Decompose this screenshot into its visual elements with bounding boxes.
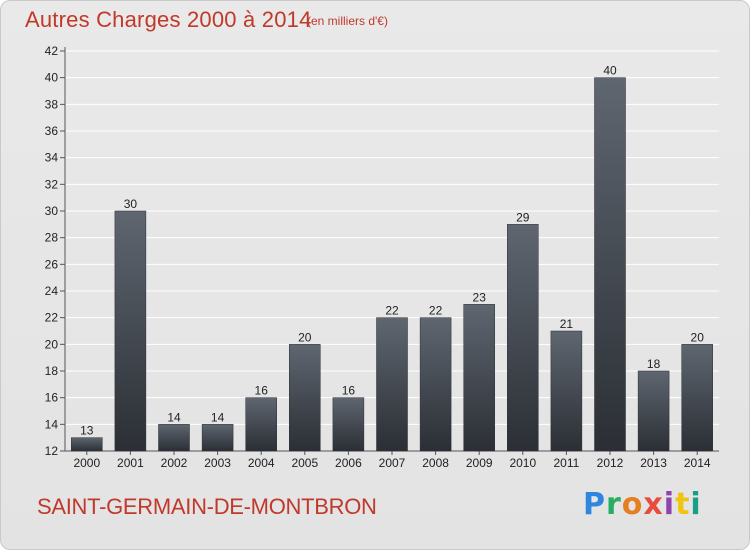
bar-2003 [201,424,234,452]
x-tick-label: 2009 [466,456,493,470]
data-label: 20 [691,330,705,344]
y-tick-label: 28 [45,231,59,245]
data-label: 22 [385,304,399,318]
y-tick-label: 12 [45,444,59,458]
bar-2011 [550,330,583,452]
commune-name: SAINT-GERMAIN-DE-MONTBRON [37,494,377,519]
bar-2007 [376,317,408,452]
y-tick-label: 36 [45,124,59,138]
bar-2002 [158,424,190,452]
y-tick-label: 30 [45,204,59,218]
x-tick-label: 2011 [553,456,579,470]
y-tick-label: 18 [45,364,59,378]
bars [71,77,713,452]
labels: 2000 13 2001 30 2002 14 2003 14 2004 16 2005 20 2006… [73,64,710,470]
data-label: 14 [211,410,225,424]
x-tick-label: 2007 [379,456,406,470]
proxiti-logo[interactable]: Proxiti [583,487,702,522]
data-label: 16 [342,384,356,398]
data-label: 21 [560,317,574,331]
data-label: 20 [298,330,312,344]
y-tick-label: 34 [45,151,59,165]
data-label: 30 [124,197,138,211]
y-tick-label: 20 [45,337,59,351]
bar-2005 [289,344,321,452]
data-label: 14 [167,410,181,424]
bar-2012 [594,77,626,452]
y-tick-label: 42 [45,44,59,58]
y-tick-label: 24 [45,284,59,298]
bar-2010 [507,224,539,452]
x-tick-label: 2008 [422,456,449,470]
bar-2001 [114,210,147,452]
x-tick-label: 2010 [509,456,536,470]
x-tick-label: 2013 [640,456,667,470]
x-tick-label: 2006 [335,456,362,470]
x-tick-label: 2004 [248,456,275,470]
data-label: 40 [603,64,617,78]
data-label: 13 [80,424,94,438]
y-tick-label: 40 [45,71,59,85]
x-tick-label: 2005 [291,456,318,470]
y-tick-label: 38 [45,97,59,111]
bar-2009 [463,304,495,452]
x-tick-label: 2003 [204,456,231,470]
y-tick-label: 14 [45,417,59,431]
y-tick-label: 32 [45,177,59,191]
y-tick-label: 22 [45,311,59,325]
chart-subtitle: (en milliers d'€) [307,14,388,28]
x-tick-label: 2014 [684,456,711,470]
chart-title: Autres Charges 2000 à 2014 [25,7,312,32]
bar-2014 [681,344,713,452]
data-label: 16 [255,384,269,398]
data-label: 18 [647,357,661,371]
bar-2008 [419,317,452,452]
y-tick-label: 26 [45,257,59,271]
data-label: 29 [516,210,530,224]
bar-2013 [637,370,670,452]
bar-2006 [332,397,365,452]
x-tick-label: 2012 [597,456,624,470]
data-label: 22 [429,304,443,318]
bar-2004 [245,397,277,452]
x-tick-label: 2002 [161,456,188,470]
bar-2000 [71,437,103,452]
y-tick-label: 16 [45,391,59,405]
x-tick-label: 2001 [117,456,144,470]
x-tick-label: 2000 [73,456,100,470]
data-label: 23 [473,290,487,304]
